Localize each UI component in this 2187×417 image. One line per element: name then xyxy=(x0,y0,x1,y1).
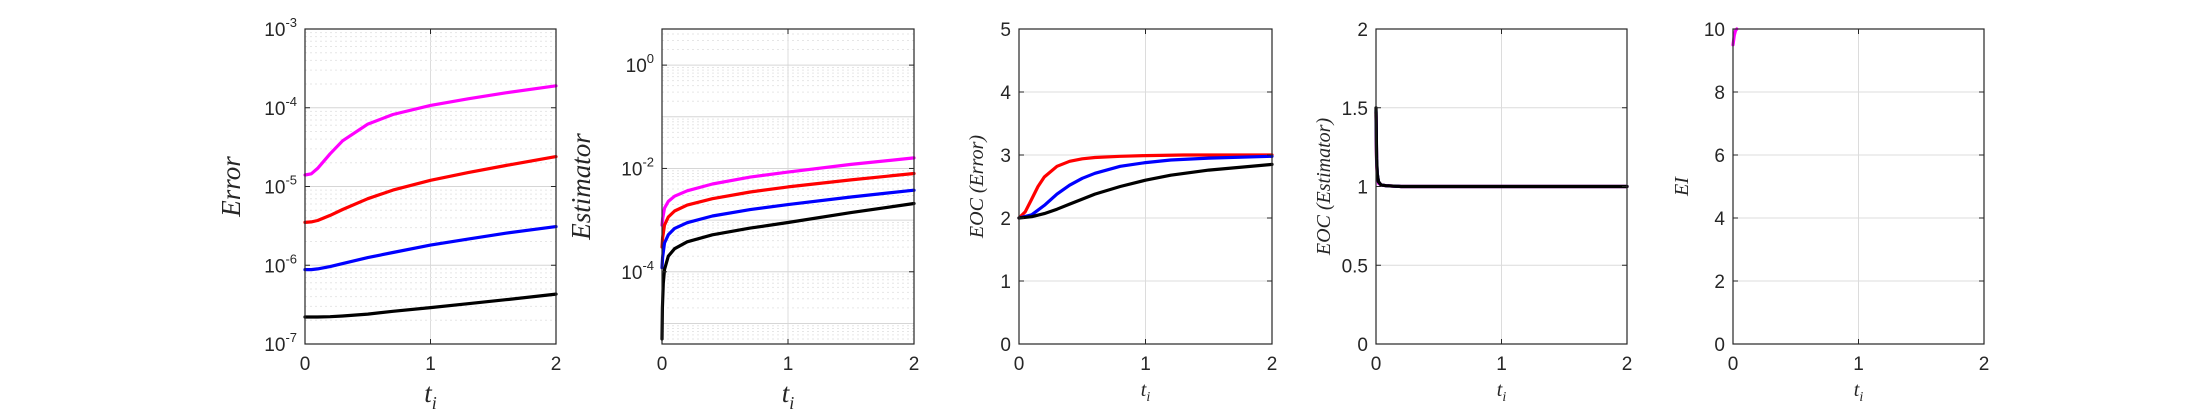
y-tick-label: 10-4 xyxy=(264,94,297,120)
series-line-3 xyxy=(1017,162,1274,220)
x-tick-label: 2 xyxy=(1622,354,1633,375)
y-tick-label: 2 xyxy=(1357,20,1368,41)
y-tick-label: 0 xyxy=(1714,335,1725,356)
y-tick-label: 4 xyxy=(1000,83,1011,104)
x-tick-label: 0 xyxy=(300,354,311,375)
x-axis-label: ti xyxy=(1497,379,1507,405)
series-line-3 xyxy=(303,225,558,272)
y-tick-label: 0.5 xyxy=(1342,256,1368,277)
y-tick-label: 3 xyxy=(1000,146,1011,167)
chart-panel-2: 0 1 2 10-4 10-2 100 ti Estimator xyxy=(566,28,920,413)
x-tick-label: 1 xyxy=(1496,354,1507,375)
y-tick-label: 10-4 xyxy=(621,258,654,284)
chart-panel-4: 0 1 2 0 0.5 1 1.5 2 ti EOC (Estimator) xyxy=(1313,20,1632,405)
y-tick-label: 8 xyxy=(1714,83,1725,104)
series-group xyxy=(660,156,916,341)
series-group xyxy=(1017,153,1274,220)
y-tick-label: 1.5 xyxy=(1342,99,1368,120)
y-tick-label: 6 xyxy=(1714,146,1725,167)
x-tick-label: 2 xyxy=(1979,354,1990,375)
x-tick-label: 0 xyxy=(1728,354,1739,375)
y-tick-label: 4 xyxy=(1714,209,1725,230)
chart-panel-3: 0 1 2 0 1 2 3 4 5 ti EOC (Error) xyxy=(966,20,1277,405)
x-axis-label: ti xyxy=(1141,379,1151,405)
y-tick-label: 10-7 xyxy=(264,330,297,356)
chart-panel-1: 0 1 2 10-7 10-6 10-5 10-4 10-3 ti Error xyxy=(216,15,561,413)
x-axis-label: ti xyxy=(782,378,795,413)
series-line-4 xyxy=(303,292,558,319)
x-tick-label: 0 xyxy=(657,354,668,375)
y-tick-label: 1 xyxy=(1357,178,1368,199)
y-tick-label: 100 xyxy=(626,51,654,77)
x-tick-label: 1 xyxy=(1140,354,1151,375)
y-tick-label: 10-6 xyxy=(264,251,297,277)
x-axis-label: ti xyxy=(424,378,437,413)
y-tick-label: 10-2 xyxy=(621,154,654,180)
y-tick-label: 10-3 xyxy=(264,15,297,41)
series-line-2 xyxy=(1017,154,1274,220)
y-axis-label: Error xyxy=(216,156,246,218)
x-tick-label: 2 xyxy=(551,354,562,375)
x-tick-label: 2 xyxy=(1267,354,1278,375)
x-tick-label: 1 xyxy=(783,354,794,375)
y-tick-label: 2 xyxy=(1714,272,1725,293)
x-axis-label: ti xyxy=(1854,379,1864,405)
x-tick-label: 0 xyxy=(1371,354,1382,375)
y-tick-label: 2 xyxy=(1000,209,1011,230)
y-axis-label: EOC (Estimator) xyxy=(1313,118,1335,257)
series-line-1 xyxy=(1017,153,1274,220)
y-tick-label: 10-5 xyxy=(264,173,297,199)
chart-panel-5: 0 1 2 0 2 4 6 8 10 ti EI xyxy=(1671,20,1989,405)
series-line-3 xyxy=(660,188,916,270)
series-group xyxy=(303,84,558,319)
x-tick-label: 1 xyxy=(425,354,436,375)
series-line-1 xyxy=(660,156,916,227)
y-tick-label: 10 xyxy=(1704,20,1725,41)
y-tick-label: 1 xyxy=(1000,272,1011,293)
y-tick-label: 5 xyxy=(1000,20,1011,41)
y-axis-label: EOC (Error) xyxy=(966,135,988,239)
x-tick-label: 2 xyxy=(909,354,920,375)
y-tick-label: 0 xyxy=(1357,335,1368,356)
y-tick-label: 0 xyxy=(1000,335,1011,356)
series-line-1 xyxy=(1731,27,1739,47)
x-tick-label: 1 xyxy=(1853,354,1864,375)
series-line-4 xyxy=(660,201,916,341)
series-line-1 xyxy=(303,84,558,177)
series-line-2 xyxy=(303,155,558,224)
y-axis-label: Estimator xyxy=(566,133,596,241)
x-tick-label: 0 xyxy=(1014,354,1025,375)
series-group xyxy=(1731,27,1739,47)
y-axis-label: EI xyxy=(1671,176,1693,197)
series-line-2 xyxy=(660,171,916,249)
